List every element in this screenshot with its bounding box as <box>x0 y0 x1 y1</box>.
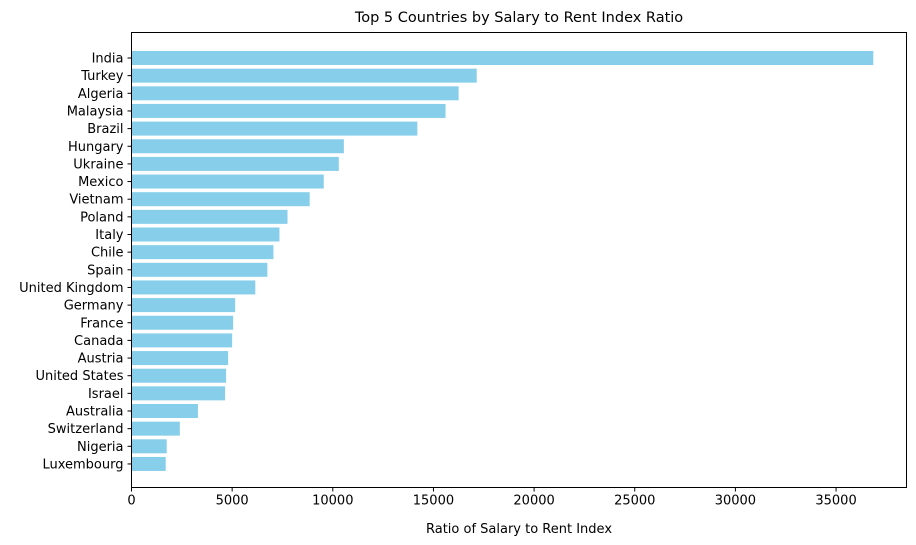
category-label-france: France <box>80 316 123 331</box>
chart-title: Top 5 Countries by Salary to Rent Index … <box>354 10 683 26</box>
category-label-ukraine: Ukraine <box>73 157 123 172</box>
category-label-united-states: United States <box>35 369 123 384</box>
category-label-poland: Poland <box>80 210 123 225</box>
category-label-chile: Chile <box>91 246 124 261</box>
x-tick-label-20000: 20000 <box>513 494 554 509</box>
bar-brazil <box>131 121 418 136</box>
x-tick-label-15000: 15000 <box>413 494 454 509</box>
bar-italy <box>131 227 280 242</box>
bar-chile <box>131 245 274 260</box>
category-label-vietnam: Vietnam <box>69 193 123 208</box>
x-tick-label-5000: 5000 <box>216 494 249 509</box>
bar-hungary <box>131 139 344 154</box>
category-label-india: India <box>92 52 124 67</box>
bar-ukraine <box>131 156 339 171</box>
category-label-united-kingdom: United Kingdom <box>19 281 123 296</box>
category-label-italy: Italy <box>95 228 124 243</box>
bar-canada <box>131 333 233 348</box>
plot-frame <box>131 32 907 488</box>
category-label-switzerland: Switzerland <box>48 422 124 437</box>
category-labels: India Turkey Algeria Malaysia Brazil Hungary U… <box>19 52 132 472</box>
bar-australia <box>131 404 198 418</box>
category-label-nigeria: Nigeria <box>77 440 124 455</box>
x-axis-label: Ratio of Salary to Rent Index <box>426 522 612 537</box>
bar-mexico <box>131 174 324 189</box>
bar-malaysia <box>131 103 446 118</box>
bar-spain <box>131 262 268 277</box>
bar-poland <box>131 209 288 224</box>
bar-germany <box>131 298 236 313</box>
category-label-algeria: Algeria <box>78 87 124 102</box>
x-tick-label-10000: 10000 <box>312 494 353 509</box>
bar-france <box>131 315 234 330</box>
bar-vietnam <box>131 192 310 207</box>
x-tick-label-0: 0 <box>127 494 135 509</box>
bar-united-kingdom <box>131 280 256 295</box>
category-label-australia: Australia <box>66 405 124 420</box>
x-tick-label-35000: 35000 <box>815 494 856 509</box>
bar-israel <box>131 386 226 401</box>
category-label-luxembourg: Luxembourg <box>42 457 123 472</box>
bar-nigeria <box>131 439 167 454</box>
bar-turkey <box>131 68 477 83</box>
category-label-israel: Israel <box>88 387 124 402</box>
category-label-malaysia: Malaysia <box>67 104 124 119</box>
bars-group <box>131 51 874 471</box>
bar-austria <box>131 351 229 366</box>
bar-luxembourg <box>131 456 166 471</box>
bar-switzerland <box>131 421 180 436</box>
category-label-canada: Canada <box>74 334 123 349</box>
category-label-germany: Germany <box>64 299 124 314</box>
bar-algeria <box>131 86 459 101</box>
bar-united-states <box>131 368 227 383</box>
category-label-hungary: Hungary <box>68 140 124 155</box>
x-ticks: 0 5000 10000 15000 20000 25000 30000 35000 <box>127 487 857 509</box>
category-label-mexico: Mexico <box>78 175 123 190</box>
x-tick-label-25000: 25000 <box>614 494 655 509</box>
category-label-brazil: Brazil <box>87 122 123 137</box>
category-label-austria: Austria <box>78 352 124 367</box>
category-label-spain: Spain <box>87 263 123 278</box>
category-label-turkey: Turkey <box>80 69 124 84</box>
x-tick-label-30000: 30000 <box>715 494 756 509</box>
bar-india <box>131 51 874 65</box>
